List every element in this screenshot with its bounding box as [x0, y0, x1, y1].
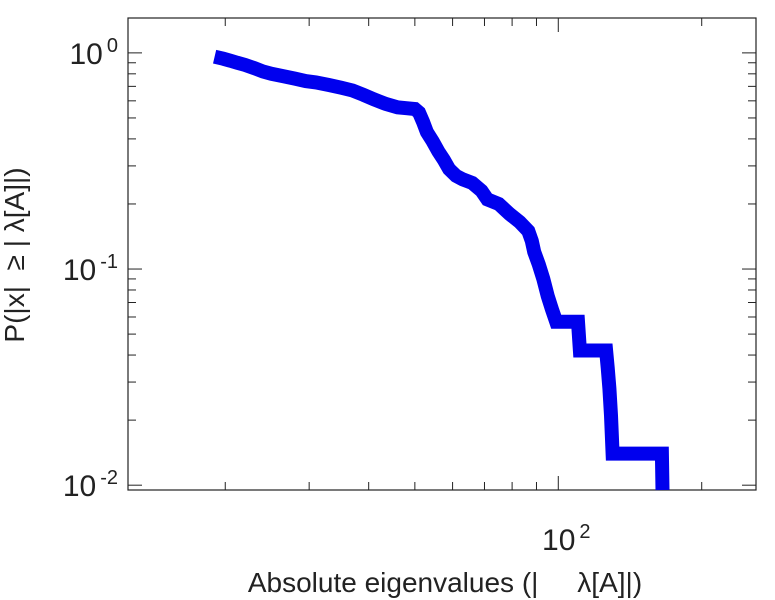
x-tick-labels: 10 2 [542, 521, 591, 557]
plot-frame [127, 17, 757, 491]
x-tick-label: 10 2 [542, 521, 591, 557]
y-tick-label: 10 -2 [63, 467, 118, 503]
x-axis-title: Absolute eigenvalues (| λ[A]|) [248, 567, 642, 598]
axis-ticks [128, 18, 756, 490]
y-axis-title: P(|x| ≥ | λ[A]|) [0, 167, 30, 342]
y-tick-label: 10 0 [70, 35, 119, 71]
series-line [213, 49, 670, 491]
y-tick-label: 10 -1 [63, 251, 118, 287]
